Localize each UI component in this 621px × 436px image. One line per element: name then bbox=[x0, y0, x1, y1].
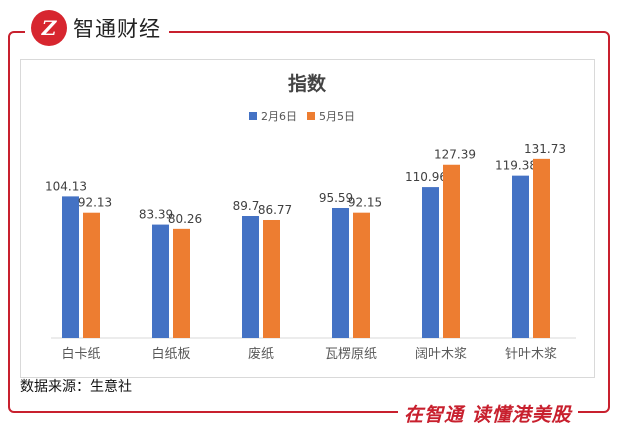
slogan: 在智通 读懂港美股 bbox=[398, 400, 578, 427]
legend-label: 2月6日 bbox=[261, 110, 297, 123]
brand-frame bbox=[8, 31, 610, 413]
data-label: 110.96 bbox=[405, 170, 447, 184]
data-label: 95.59 bbox=[319, 191, 353, 205]
data-source: 数据来源：生意社 bbox=[20, 379, 132, 395]
data-label: 119.38 bbox=[495, 159, 537, 173]
category-label: 白卡纸 bbox=[61, 346, 100, 362]
legend-label: 5月5日 bbox=[319, 110, 355, 123]
bar bbox=[332, 207, 349, 338]
brand-logo: Z 智通财经 bbox=[25, 6, 169, 50]
data-label: 80.26 bbox=[168, 212, 202, 226]
bar bbox=[152, 224, 169, 338]
logo-icon: Z bbox=[31, 10, 67, 46]
bar bbox=[443, 164, 460, 338]
category-label: 阔叶木浆 bbox=[415, 347, 467, 362]
chart-area: 指数 2月6日 5月5日 104.13 92.13 白卡纸 83.39 80.26 白纸板 8… bbox=[20, 59, 595, 378]
bar bbox=[422, 187, 439, 338]
category-label: 针叶木浆 bbox=[505, 347, 557, 362]
bar bbox=[242, 216, 259, 338]
bar bbox=[62, 196, 79, 338]
data-label: 127.39 bbox=[434, 148, 476, 162]
bar bbox=[173, 228, 190, 338]
data-label: 92.15 bbox=[348, 196, 382, 210]
bar bbox=[512, 175, 529, 338]
chart-title: 指数 bbox=[288, 72, 327, 95]
legend-swatch bbox=[307, 112, 315, 120]
bar bbox=[83, 212, 100, 338]
category-label: 瓦楞原纸 bbox=[325, 347, 377, 362]
data-label: 86.77 bbox=[258, 203, 292, 217]
data-label: 83.39 bbox=[139, 208, 173, 222]
brand-name: 智通财经 bbox=[73, 17, 161, 41]
data-label: 104.13 bbox=[45, 179, 87, 193]
data-label: 89.7 bbox=[233, 199, 260, 213]
data-label: 131.73 bbox=[524, 142, 566, 156]
category-label: 白纸板 bbox=[151, 346, 190, 362]
bar bbox=[263, 219, 280, 338]
category-label: 废纸 bbox=[248, 346, 274, 362]
data-label: 92.13 bbox=[78, 196, 112, 210]
bar bbox=[533, 158, 550, 338]
legend-swatch bbox=[249, 112, 257, 120]
bar bbox=[353, 212, 370, 338]
